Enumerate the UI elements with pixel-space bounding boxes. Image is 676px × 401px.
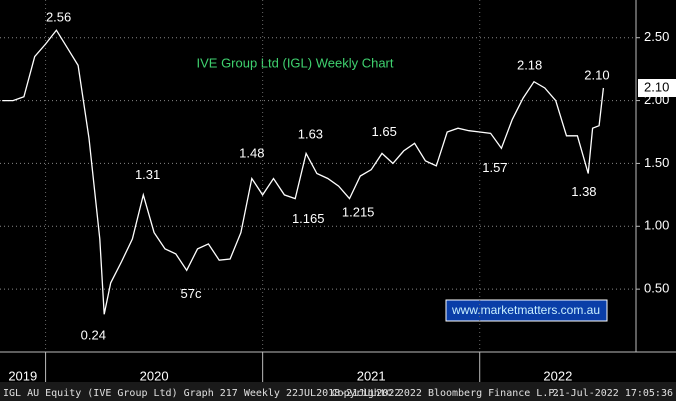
annotation: 57c [181,286,202,301]
annotation: 1.31 [135,167,160,182]
footer-bar [0,382,676,401]
price-line [2,29,605,315]
y-tick-label: 1.00 [644,218,669,233]
footer-center: Copyright© 2022 Bloomberg Finance L.P. [332,388,561,399]
annotation: 2.18 [517,57,542,72]
watermark: www.marketmatters.com.au [451,303,600,317]
y-tick-label: 0.50 [644,281,669,296]
footer-right: 21-Jul-2022 17:05:36 [553,388,673,399]
annotation: 1.38 [571,184,596,199]
y-tick-label: 1.50 [644,155,669,170]
footer-left: IGL AU Equity (IVE Group Ltd) Graph 217 … [3,388,400,399]
annotation: 1.57 [482,160,507,175]
y-tick-label: 2.50 [644,29,669,44]
annotation: 2.10 [584,67,609,82]
annotation: 1.65 [372,124,397,139]
annotation: 1.165 [292,211,325,226]
last-price-label: 2.10 [644,79,669,94]
x-tick-label: 2020 [140,368,169,383]
last-price-box [638,79,676,97]
annotation: 2.56 [46,10,71,25]
x-tick-label: 2022 [543,368,572,383]
x-tick-label: 2019 [8,368,37,383]
x-tick-label: 2021 [357,368,386,383]
annotation: 1.48 [239,145,264,160]
watermark-box [445,299,608,322]
chart-title: IVE Group Ltd (IGL) Weekly Chart [197,55,394,70]
annotation: 0.24 [81,327,106,342]
annotation: 1.63 [298,127,323,142]
annotation: 1.215 [342,205,375,220]
